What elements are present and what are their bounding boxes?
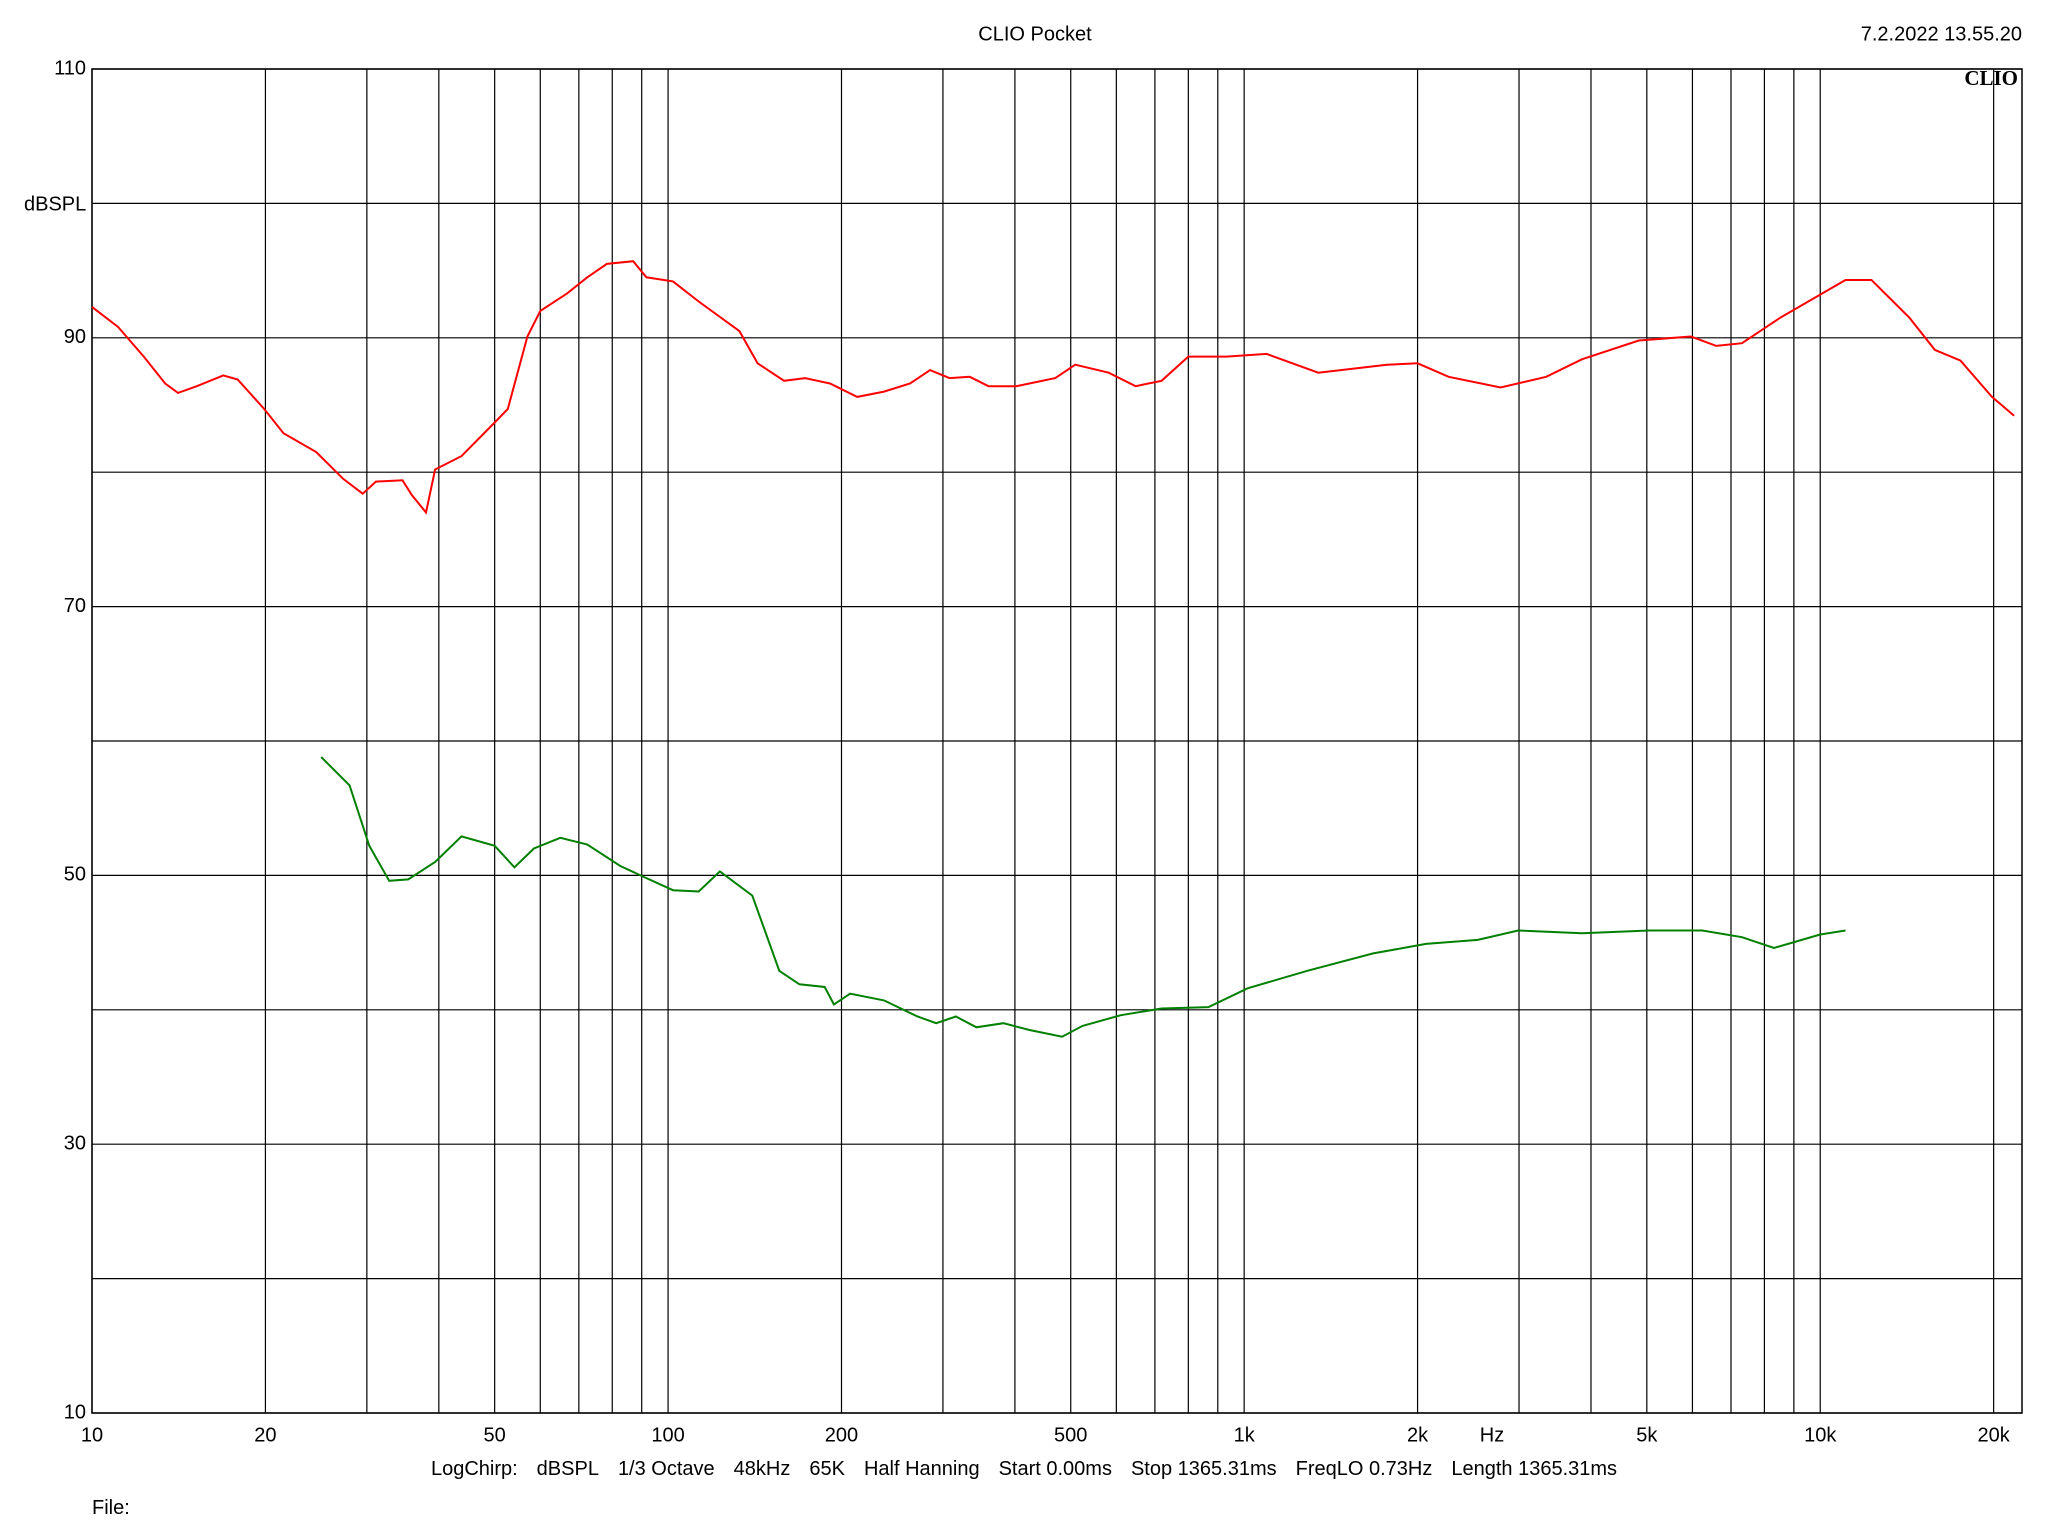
footer-item: Length 1365.31ms	[1451, 1458, 1618, 1480]
x-tick-label: 2k	[1407, 1424, 1429, 1446]
x-tick-label: 20k	[1978, 1424, 2011, 1446]
chart-title: CLIO Pocket	[978, 23, 1092, 45]
x-tick-label: 100	[651, 1424, 684, 1446]
plot-frame	[91, 68, 2023, 1414]
footer-item: Stop 1365.31ms	[1130, 1458, 1277, 1480]
footer-item: 48kHz	[733, 1458, 791, 1480]
file-label: File:	[92, 1497, 130, 1519]
y-tick-label: 50	[64, 864, 86, 886]
timestamp: 7.2.2022 13.55.20	[1861, 23, 2022, 45]
footer-item: 65K	[809, 1458, 845, 1480]
footer-item: 1/3 Octave	[617, 1458, 715, 1480]
footer-item: dBSPL	[536, 1458, 599, 1480]
x-tick-label: 5k	[1636, 1424, 1658, 1446]
y-axis-label: dBSPL	[24, 193, 86, 215]
footer-item: LogChirp:	[430, 1458, 518, 1480]
x-tick-label: 1k	[1234, 1424, 1256, 1446]
footer-item: Half Hanning	[863, 1458, 980, 1480]
x-tick-label: 50	[484, 1424, 506, 1446]
x-tick-label: 10k	[1804, 1424, 1837, 1446]
y-tick-label: 110	[54, 57, 86, 79]
x-tick-label: 10	[81, 1424, 103, 1446]
footer-item: FreqLO 0.73Hz	[1295, 1458, 1433, 1480]
y-tick-label: 90	[64, 326, 86, 348]
x-axis-label: Hz	[1480, 1424, 1504, 1446]
y-tick-label: 10	[64, 1401, 86, 1423]
x-tick-label: 200	[825, 1424, 858, 1446]
response-curve	[91, 260, 2015, 515]
y-tick-label: 70	[64, 595, 86, 617]
response-curve	[320, 756, 1846, 1038]
x-tick-label: 500	[1054, 1424, 1087, 1446]
x-tick-label: 20	[254, 1424, 276, 1446]
y-tick-label: 30	[64, 1132, 86, 1154]
footer: LogChirp: dBSPL 1/3 Octave 48kHz 65K Half Han…	[0, 1458, 2048, 1481]
footer-item: Start 0.00ms	[998, 1458, 1112, 1480]
logo: CLIO	[1964, 66, 2018, 90]
